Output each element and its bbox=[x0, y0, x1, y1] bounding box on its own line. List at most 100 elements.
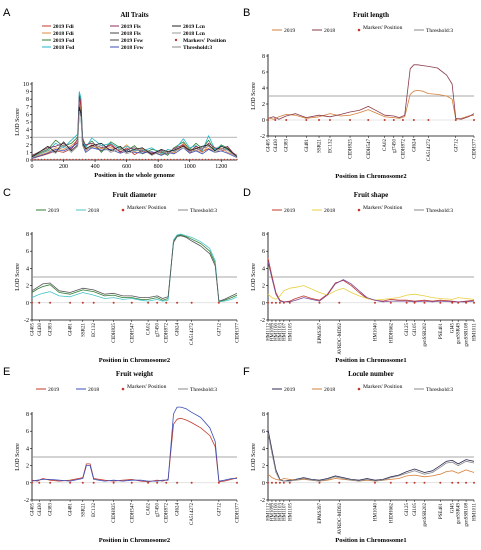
legend-label: 2019 bbox=[284, 387, 295, 393]
marker-position-dot bbox=[179, 158, 181, 161]
series-line-2019-lcn bbox=[31, 106, 238, 158]
legend-swatch bbox=[174, 38, 178, 42]
y-tick-label: -2 bbox=[260, 498, 265, 504]
y-tick-label: 10 bbox=[23, 82, 29, 88]
marker-position-dot bbox=[188, 158, 191, 161]
marker-label: HM1011 bbox=[473, 503, 478, 521]
marker-position-dot bbox=[69, 301, 72, 304]
legend: 2019 Fdi 2019 Fls 2019 Lcn 2018 Fdi 2018 Fls… bbox=[42, 24, 227, 51]
y-tick-label: 2 bbox=[262, 284, 265, 290]
marker-label: EC132 bbox=[92, 503, 97, 517]
y-tick-label: 8 bbox=[262, 412, 265, 418]
marker-position-dot bbox=[112, 301, 115, 304]
y-tick-label: 0 bbox=[262, 481, 265, 487]
marker-position-dot bbox=[285, 119, 288, 121]
marker-label: PSE401 bbox=[439, 323, 444, 340]
y-tick-label: 6 bbox=[26, 429, 29, 435]
marker-label: CA514272 bbox=[190, 503, 195, 525]
marker-label: HM1099 bbox=[270, 323, 275, 342]
y-tick-label: 6 bbox=[262, 70, 265, 76]
panel-letter: F bbox=[243, 366, 250, 378]
marker-position-dot bbox=[423, 481, 426, 484]
marker-position-dot bbox=[274, 481, 277, 484]
legend-swatch bbox=[357, 208, 361, 212]
marker-label: genSSR49 bbox=[457, 323, 462, 345]
marker-position-dot bbox=[69, 158, 71, 161]
marker-position-dot bbox=[192, 158, 194, 161]
marker-position-dot bbox=[37, 158, 40, 161]
marker-label: CIDH547 bbox=[130, 323, 135, 343]
marker-label: CIDH872 bbox=[165, 323, 170, 343]
marker-position-dot bbox=[91, 158, 93, 161]
marker-label: gl7450 bbox=[156, 323, 161, 337]
y-tick-label: 0 bbox=[26, 301, 29, 307]
marker-label: HM1107 bbox=[282, 323, 287, 341]
marker-label: CIDH872 bbox=[401, 139, 406, 159]
legend-label: 2019 Fsw bbox=[121, 38, 144, 44]
marker-position-dot bbox=[65, 158, 68, 161]
marker-position-dot bbox=[389, 301, 392, 304]
legend-label: 2018 bbox=[88, 387, 99, 393]
marker-label: CA514272 bbox=[427, 139, 432, 161]
marker-position-dot bbox=[389, 481, 392, 484]
marker-position-dot bbox=[129, 158, 131, 161]
marker-label: HM1103 bbox=[278, 323, 283, 341]
marker-label: genSSR108 bbox=[465, 323, 470, 347]
marker-position-dot bbox=[81, 301, 84, 304]
y-tick-label: 2 bbox=[26, 464, 29, 470]
marker-label: HM1040 bbox=[373, 503, 378, 522]
marker-position-dot bbox=[217, 481, 220, 484]
chart-title: Fruit length bbox=[353, 11, 389, 19]
y-tick-label: 4 bbox=[262, 86, 265, 92]
marker-position-dot bbox=[226, 158, 229, 161]
marker-position-dot bbox=[367, 119, 370, 121]
x-axis-label: Position in Chromosome2 bbox=[99, 357, 170, 364]
marker-position-dot bbox=[439, 481, 442, 484]
marker-position-dot bbox=[173, 158, 175, 161]
marker-position-dot bbox=[349, 119, 352, 121]
marker-position-dot bbox=[176, 481, 179, 484]
marker-label: GI624 bbox=[176, 503, 181, 516]
marker-position-dot bbox=[318, 119, 321, 121]
y-tick-label: -2 bbox=[260, 318, 265, 324]
marker-position-dot bbox=[147, 481, 150, 484]
marker-label: HM1103 bbox=[278, 503, 283, 521]
y-tick-label: 5 bbox=[26, 120, 29, 126]
marker-position-dot bbox=[270, 301, 273, 304]
x-tick-label: 200 bbox=[59, 164, 68, 170]
x-tick-label: 1200 bbox=[215, 164, 227, 170]
marker-position-dot bbox=[165, 481, 168, 484]
marker-position-dot bbox=[156, 301, 159, 304]
legend-swatch bbox=[121, 208, 125, 212]
marker-label: HM1112 bbox=[267, 503, 272, 521]
y-tick-label: 6 bbox=[26, 249, 29, 255]
marker-label: GI105 bbox=[413, 323, 418, 336]
marker-label: GI383 bbox=[285, 139, 290, 152]
marker-position-dot bbox=[38, 481, 41, 484]
y-tick-label: 0 bbox=[26, 481, 29, 487]
marker-label: GI481 bbox=[69, 503, 74, 516]
marker-position-dot bbox=[163, 158, 166, 161]
x-tick-label: 400 bbox=[91, 164, 100, 170]
y-tick-label: 0 bbox=[262, 301, 265, 307]
marker-label: GI383 bbox=[49, 503, 54, 516]
marker-position-dot bbox=[165, 301, 168, 304]
legend-label: Threshold:3 bbox=[426, 208, 453, 214]
marker-label: HM1112 bbox=[267, 323, 272, 341]
legend-label: 2018 Fsd bbox=[53, 45, 75, 51]
legend-label: Markers' Position bbox=[183, 38, 227, 44]
marker-position-dot bbox=[318, 301, 321, 304]
marker-position-dot bbox=[236, 481, 238, 484]
marker-position-dot bbox=[439, 301, 442, 304]
legend-label: 2018 Lcn bbox=[183, 31, 206, 37]
legend-label: 2018 Fls bbox=[121, 31, 142, 37]
marker-label: HM1100 bbox=[274, 503, 279, 521]
marker-position-dot bbox=[132, 158, 134, 161]
series-line-2018 bbox=[31, 233, 238, 303]
marker-label: CA02 bbox=[147, 503, 152, 515]
marker-position-dot bbox=[214, 158, 216, 161]
marker-position-dot bbox=[166, 158, 169, 161]
y-axis-label: LOD Score bbox=[15, 108, 21, 136]
marker-label: HM1107 bbox=[282, 503, 287, 521]
